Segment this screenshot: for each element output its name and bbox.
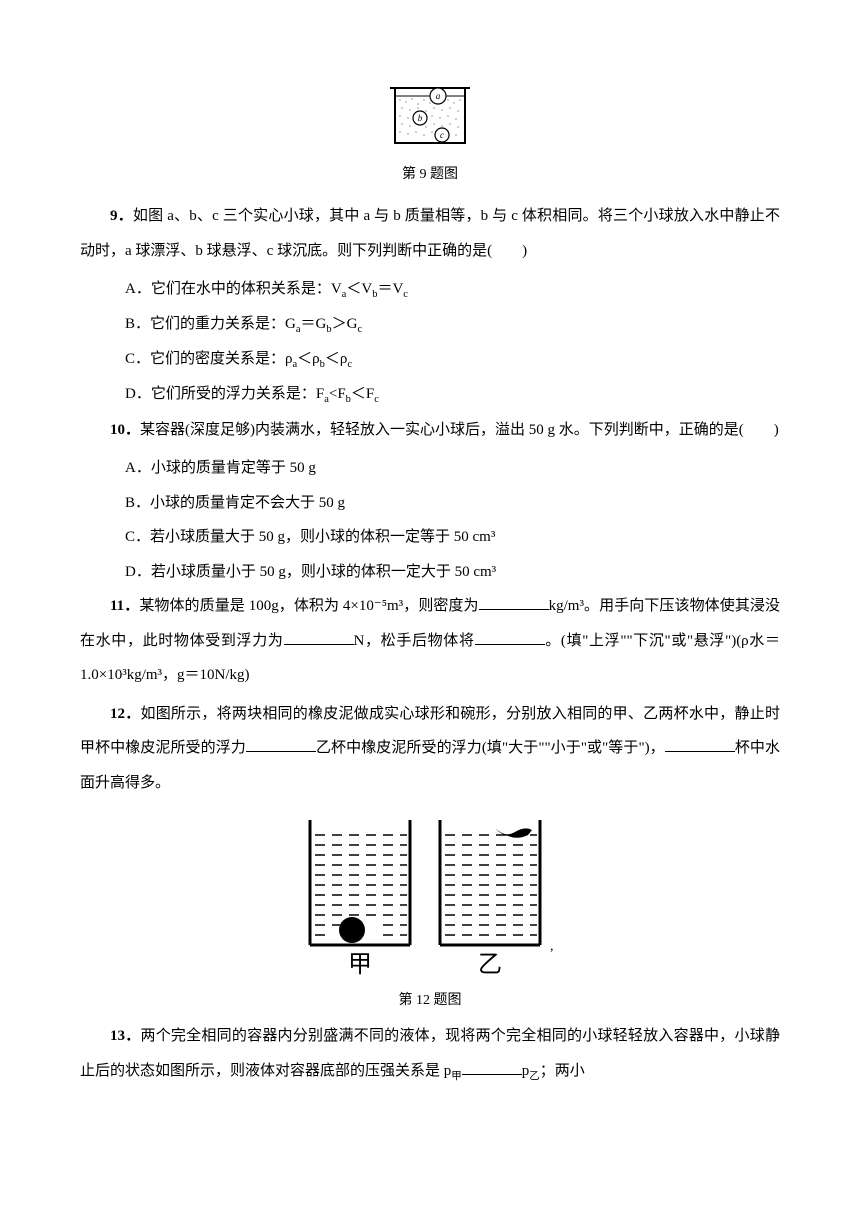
svg-text:c: c <box>440 130 444 140</box>
q13-p1: 两个完全相同的容器内分别盛满不同的液体，现将两个完全相同的小球轻轻放入容器中，小… <box>80 1028 780 1079</box>
q11-p1: 某物体的质量是 100g，体积为 4×10⁻⁵m³，则密度为 <box>139 598 478 614</box>
svg-text:,: , <box>550 939 554 954</box>
question-11: 11．某物体的质量是 100g，体积为 4×10⁻⁵m³，则密度为kg/m³。用… <box>80 589 780 693</box>
blank <box>246 737 316 752</box>
q13-sub1: 甲 <box>451 1071 462 1082</box>
q9-option-a: A．它们在水中的体积关系是：Va＜Vb＝Vc <box>80 272 780 307</box>
q10-option-c: C．若小球质量大于 50 g，则小球的体积一定等于 50 cm³ <box>80 520 780 555</box>
q13-sub2: 乙 <box>529 1071 540 1082</box>
blank <box>475 630 545 645</box>
fig12-left-label: 甲 <box>348 952 372 978</box>
fig12-right-label: 乙 <box>478 952 502 978</box>
blank <box>284 630 354 645</box>
question-9: 9．如图 a、b、c 三个实心小球，其中 a 与 b 质量相等，b 与 c 体积… <box>80 199 780 268</box>
question-10: 10．某容器(深度足够)内装满水，轻轻放入一实心小球后，溢出 50 g 水。下列… <box>80 413 780 448</box>
figure-12-caption: 第 12 题图 <box>80 989 780 1009</box>
blank <box>665 737 735 752</box>
q10-option-a: A．小球的质量肯定等于 50 g <box>80 451 780 486</box>
blank <box>462 1060 522 1075</box>
q10-text: 某容器(深度足够)内装满水，轻轻放入一实心小球后，溢出 50 g 水。下列判断中… <box>140 422 779 438</box>
q9-option-b: B．它们的重力关系是：Ga＝Gb＞Gc <box>80 307 780 342</box>
figure-9-caption: 第 9 题图 <box>80 163 780 183</box>
question-12: 12．如图所示，将两块相同的橡皮泥做成实心球形和碗形，分别放入相同的甲、乙两杯水… <box>80 697 780 801</box>
q11-p3: N，松手后物体将 <box>354 633 475 649</box>
q13-p3: ；两小 <box>540 1063 585 1079</box>
q9-text: 如图 a、b、c 三个实心小球，其中 a 与 b 质量相等，b 与 c 体积相同… <box>80 208 780 259</box>
q9-num: 9． <box>110 208 133 224</box>
figure-9: a b c <box>80 80 780 155</box>
q13-num: 13． <box>110 1028 140 1044</box>
svg-text:a: a <box>436 91 441 101</box>
q10-option-d: D．若小球质量小于 50 g，则小球的体积一定大于 50 cm³ <box>80 555 780 590</box>
q9-option-c: C．它们的密度关系是：ρa＜ρb＜ρc <box>80 342 780 377</box>
q10-num: 10． <box>110 422 140 438</box>
question-13: 13．两个完全相同的容器内分别盛满不同的液体，现将两个完全相同的小球轻轻放入容器… <box>80 1019 780 1089</box>
q9-option-d: D．它们所受的浮力关系是：Fa<Fb＜Fc <box>80 377 780 412</box>
q12-p2: 乙杯中橡皮泥所受的浮力(填"大于""小于"或"等于")， <box>316 740 665 756</box>
svg-text:b: b <box>418 113 423 123</box>
q10-option-b: B．小球的质量肯定不会大于 50 g <box>80 486 780 521</box>
figure-12: 甲 乙 , <box>80 810 780 985</box>
q11-num: 11． <box>110 598 139 614</box>
blank <box>479 595 549 610</box>
q12-num: 12． <box>110 706 140 722</box>
